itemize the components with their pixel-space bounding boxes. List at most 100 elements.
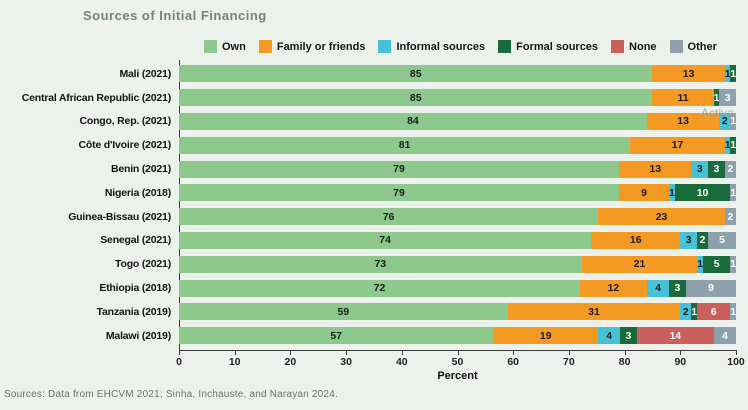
legend-item-formal: Formal sources xyxy=(498,40,598,53)
segment-own: 85 xyxy=(179,65,653,83)
segment-family: 13 xyxy=(646,112,720,130)
legend-item-none: None xyxy=(611,40,657,53)
x-axis-label: Percent xyxy=(437,370,478,382)
x-tick xyxy=(624,351,626,355)
x-tick-label: 0 xyxy=(176,356,182,368)
legend-swatch-informal xyxy=(378,40,392,53)
segment-formal: 2 xyxy=(696,231,709,249)
legend-item-other: Other xyxy=(669,40,717,53)
legend-label: Formal sources xyxy=(516,40,599,53)
category-label: Ethiopia (2018) xyxy=(99,282,171,295)
segment-own: 81 xyxy=(179,136,631,154)
segment-formal: 5 xyxy=(702,255,731,273)
legend-swatch-none xyxy=(611,40,625,53)
x-tick-label: 80 xyxy=(618,356,631,368)
segment-other: 1 xyxy=(730,184,736,202)
x-tick-label: 30 xyxy=(340,356,352,368)
segment-own: 57 xyxy=(179,327,494,345)
segment-other: 1 xyxy=(730,303,736,321)
x-axis-line xyxy=(179,350,737,351)
stacked-bar: 57 19 4 3 14 4 xyxy=(179,327,736,345)
legend-label: None xyxy=(629,40,657,53)
category-label: Tanzania (2019) xyxy=(96,305,172,318)
x-tick xyxy=(680,351,682,355)
segment-formal: 3 xyxy=(669,279,686,297)
x-tick xyxy=(736,351,737,355)
segment-family: 23 xyxy=(598,208,725,226)
segment-none: 14 xyxy=(636,327,714,345)
x-tick xyxy=(568,351,570,355)
segment-other: 3 xyxy=(719,89,736,107)
segment-family: 13 xyxy=(652,65,725,83)
segment-family: 21 xyxy=(581,255,698,273)
segment-informal: 4 xyxy=(598,327,621,345)
x-tick xyxy=(290,351,292,355)
legend-item-informal: Informal sources xyxy=(378,40,485,53)
category-label: Benin (2021) xyxy=(110,163,171,176)
segment-own: 59 xyxy=(179,303,508,321)
x-tick xyxy=(457,351,459,355)
segment-other: 1 xyxy=(730,112,736,130)
x-tick-label: 90 xyxy=(674,356,687,368)
x-axis-ticks: 0 10 20 30 40 50 60 70 80 90 100 xyxy=(176,351,745,371)
legend-item-own: Own xyxy=(204,40,246,53)
chart-row: Malawi (2019) 57 19 4 3 14 4 xyxy=(0,324,748,348)
category-label: Congo, Rep. (2021) xyxy=(79,115,172,128)
chart-row: Senegal (2021) 74 16 3 2 5 xyxy=(0,229,748,253)
category-label: Senegal (2021) xyxy=(100,234,171,247)
x-tick-label: 70 xyxy=(563,356,575,368)
category-label: Guinea-Bissau (2021) xyxy=(68,210,171,223)
stacked-bar: 85 13 1 1 xyxy=(179,65,736,83)
x-tick xyxy=(401,351,403,355)
x-tick xyxy=(513,351,515,355)
legend-item-family: Family or friends xyxy=(258,40,365,53)
chart-row: Nigeria (2018) 79 9 1 10 1 xyxy=(0,181,748,205)
x-tick-label: 20 xyxy=(284,356,297,368)
legend-label: Other xyxy=(687,40,717,53)
legend: Own Family or friends Informal sources Form… xyxy=(204,40,717,53)
legend-label: Informal sources xyxy=(396,40,486,53)
chart-row: Ethiopia (2018) 72 12 4 3 9 xyxy=(0,276,748,300)
chart-title: Sources of Initial Financing xyxy=(83,8,267,23)
segment-family: 13 xyxy=(619,160,692,178)
segment-family: 9 xyxy=(619,184,670,202)
stacked-bar: 85 11 1 3 xyxy=(179,89,736,107)
segment-formal: 10 xyxy=(674,184,731,202)
stacked-bar: 79 9 1 10 1 xyxy=(179,184,736,202)
stacked-bar: 84 13 2 1 xyxy=(179,112,736,130)
x-tick xyxy=(346,351,348,355)
category-label: Nigeria (2018) xyxy=(104,186,171,199)
segment-formal: 1 xyxy=(730,65,736,83)
chart-row: Central African Republic (2021) 85 11 1 3 xyxy=(0,86,748,110)
legend-swatch-own xyxy=(204,40,217,53)
watermark-text: Activa xyxy=(701,106,734,120)
stacked-bar: 59 31 2 1 6 1 xyxy=(179,303,736,321)
y-axis-line xyxy=(179,60,180,350)
segment-family: 16 xyxy=(591,231,681,249)
segment-informal: 1 xyxy=(669,184,675,202)
segment-informal: 1 xyxy=(725,65,731,83)
segment-informal: 2 xyxy=(719,112,731,130)
stacked-bar: 72 12 4 3 9 xyxy=(179,279,736,297)
chart-row: Togo (2021) 73 21 1 5 1 xyxy=(0,252,748,276)
category-label: Togo (2021) xyxy=(115,258,171,271)
segment-family: 11 xyxy=(652,89,714,107)
category-label: Central African Republic (2021) xyxy=(21,91,171,104)
segment-own: 76 xyxy=(179,208,599,226)
x-tick xyxy=(179,351,180,355)
segment-family: 31 xyxy=(507,303,681,321)
x-tick-label: 10 xyxy=(228,356,241,368)
chart-row: Mali (2021) 85 13 1 1 xyxy=(0,62,748,86)
segment-formal: 1 xyxy=(714,89,719,107)
segment-informal: 3 xyxy=(680,231,697,249)
legend-swatch-family xyxy=(258,40,272,53)
segment-informal: 1 xyxy=(697,255,703,273)
x-tick-label: 60 xyxy=(507,356,520,368)
segment-informal: 1 xyxy=(725,136,731,154)
chart-row: Côte d'Ivoire (2021) 81 17 1 1 xyxy=(0,133,748,157)
x-tick-label: 100 xyxy=(727,356,745,368)
x-tick-label: 50 xyxy=(451,356,464,368)
stacked-bar: 79 13 3 3 2 xyxy=(179,160,736,178)
segment-none: 6 xyxy=(696,303,731,321)
segment-other: 9 xyxy=(685,279,736,297)
